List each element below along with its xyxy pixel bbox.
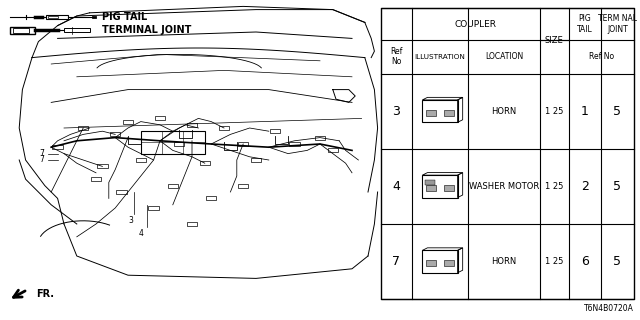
Bar <box>251 158 261 162</box>
Text: TERMINAL JOINT: TERMINAL JOINT <box>102 25 192 36</box>
Bar <box>155 116 165 120</box>
Bar <box>206 196 216 200</box>
Bar <box>116 190 127 194</box>
Bar <box>328 148 338 152</box>
Text: 1: 1 <box>581 105 589 118</box>
Text: HORN: HORN <box>492 257 516 266</box>
Bar <box>64 28 90 32</box>
Text: 5: 5 <box>613 180 621 193</box>
Text: SIZE: SIZE <box>545 36 564 45</box>
Bar <box>91 177 101 181</box>
Text: 1 25: 1 25 <box>545 107 563 116</box>
Bar <box>219 126 229 130</box>
Text: 4: 4 <box>392 180 400 193</box>
Bar <box>422 175 458 197</box>
Bar <box>187 222 197 226</box>
Bar <box>48 16 58 18</box>
Bar <box>141 131 205 154</box>
Text: 5: 5 <box>613 105 621 118</box>
Text: TERM NAL
JOINT: TERM NAL JOINT <box>598 14 637 34</box>
Bar <box>123 120 133 124</box>
Bar <box>425 180 435 185</box>
Text: LOCATION: LOCATION <box>485 52 523 61</box>
Text: 1 25: 1 25 <box>545 257 563 266</box>
Text: 5: 5 <box>613 255 621 268</box>
Bar <box>187 123 197 127</box>
Bar <box>97 164 108 168</box>
Bar <box>10 27 35 34</box>
Text: ILLUSTRATION: ILLUSTRATION <box>415 54 465 60</box>
Bar <box>444 109 454 116</box>
Text: FR.: FR. <box>36 289 54 300</box>
Bar <box>315 136 325 140</box>
Text: Ref
No: Ref No <box>390 47 403 66</box>
Bar <box>270 129 280 133</box>
Bar <box>200 161 210 165</box>
Text: PIG TAIL: PIG TAIL <box>102 12 148 22</box>
Bar <box>174 142 184 146</box>
Bar <box>78 126 88 130</box>
Bar <box>13 28 29 33</box>
Text: 3: 3 <box>129 216 134 225</box>
Text: T6N4B0720A: T6N4B0720A <box>584 304 634 313</box>
Bar <box>444 185 454 191</box>
Bar <box>46 15 68 19</box>
Bar <box>136 158 146 162</box>
Text: 1 25: 1 25 <box>545 182 563 191</box>
Text: 7: 7 <box>392 255 400 268</box>
Bar <box>422 250 458 273</box>
Text: COUPLER: COUPLER <box>454 20 497 28</box>
Bar <box>238 184 248 188</box>
Text: 7: 7 <box>39 149 44 158</box>
Bar <box>289 142 300 146</box>
Text: 7: 7 <box>39 156 44 164</box>
Bar <box>168 184 178 188</box>
Text: PIG
TAIL: PIG TAIL <box>577 14 593 34</box>
Bar <box>426 185 436 191</box>
Text: Ref No: Ref No <box>589 52 614 61</box>
Bar <box>381 8 634 299</box>
Bar <box>110 132 120 136</box>
Text: WASHER MOTOR: WASHER MOTOR <box>469 182 539 191</box>
Bar <box>148 206 159 210</box>
Text: 6: 6 <box>581 255 589 268</box>
Text: 4: 4 <box>138 229 143 238</box>
Bar <box>52 145 63 149</box>
Text: 3: 3 <box>392 105 400 118</box>
Bar <box>422 100 458 122</box>
Text: 2: 2 <box>581 180 589 193</box>
Bar <box>426 260 436 266</box>
Text: HORN: HORN <box>492 107 516 116</box>
Bar <box>444 260 454 266</box>
Bar <box>426 109 436 116</box>
Bar <box>238 142 248 146</box>
